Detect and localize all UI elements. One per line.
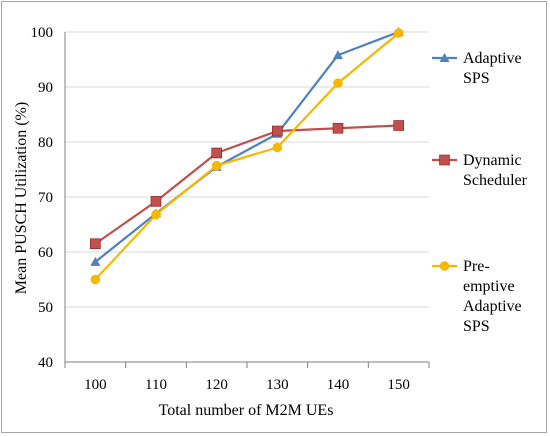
legend-label-2: Pre-: [463, 258, 490, 275]
series-2-point: [90, 274, 101, 285]
series-1-point: [150, 196, 162, 207]
x-tick-labels: 100 110 120 130 140 150: [84, 377, 410, 393]
legend-label-0: SPS: [463, 70, 490, 87]
series-1-point: [211, 147, 222, 159]
legend-label-1: Dynamic: [463, 152, 522, 169]
series-0-line: [94, 30, 400, 263]
series-0-point: [90, 256, 101, 266]
series-1-point: [90, 238, 101, 250]
legend: Adaptive SPS Dynamic Scheduler Pre-emptive Ad…: [432, 50, 528, 335]
series-group: [90, 27, 404, 285]
x-tick-label-140: 140: [327, 377, 350, 393]
y-tick-labels: 40 50 60 70 80 90 100: [31, 25, 54, 371]
series-2-point: [272, 142, 283, 153]
series-2-point: [333, 78, 343, 88]
y-tick-label-60: 60: [38, 245, 53, 261]
series-2-point: [393, 28, 404, 38]
y-tick-label-80: 80: [38, 135, 53, 151]
legend-marker-2: [439, 261, 450, 271]
series-2-point: [151, 209, 161, 220]
series-1-point: [332, 122, 344, 134]
legend-marker-0: [439, 53, 450, 62]
legend-label-2: Adaptive: [463, 298, 522, 315]
series-2-line: [94, 32, 400, 281]
y-tick-label-100: 100: [31, 25, 54, 41]
series-0-point: [333, 50, 343, 60]
series-1-line: [94, 124, 399, 245]
x-tick-label-100: 100: [84, 377, 107, 393]
legend-marker-1: [439, 154, 450, 166]
y-tick-label-50: 50: [38, 300, 53, 316]
legend-label-2: SPS: [463, 318, 490, 335]
gridlines: [65, 31, 429, 363]
series-1-point: [393, 120, 404, 131]
y-tick-label-40: 40: [38, 355, 53, 371]
x-tick-label-150: 150: [387, 377, 410, 393]
y-axis-title: Mean PUSCH Utilization (%): [13, 102, 30, 294]
y-tick-label-90: 90: [38, 80, 53, 96]
y-tick-label-70: 70: [38, 190, 53, 206]
legend-label-1: Scheduler: [463, 172, 528, 189]
x-tick-label-120: 120: [205, 377, 228, 393]
legend-label-0: Adaptive: [463, 50, 522, 67]
x-axis-title: Total number of M2M UEs: [159, 402, 334, 419]
axes: [64, 32, 430, 368]
legend-label-2: emptive: [463, 278, 515, 295]
series-1-point: [272, 125, 283, 137]
series-2-point: [211, 160, 222, 171]
x-tick-label-110: 110: [145, 377, 167, 393]
x-tick-label-130: 130: [266, 377, 289, 393]
